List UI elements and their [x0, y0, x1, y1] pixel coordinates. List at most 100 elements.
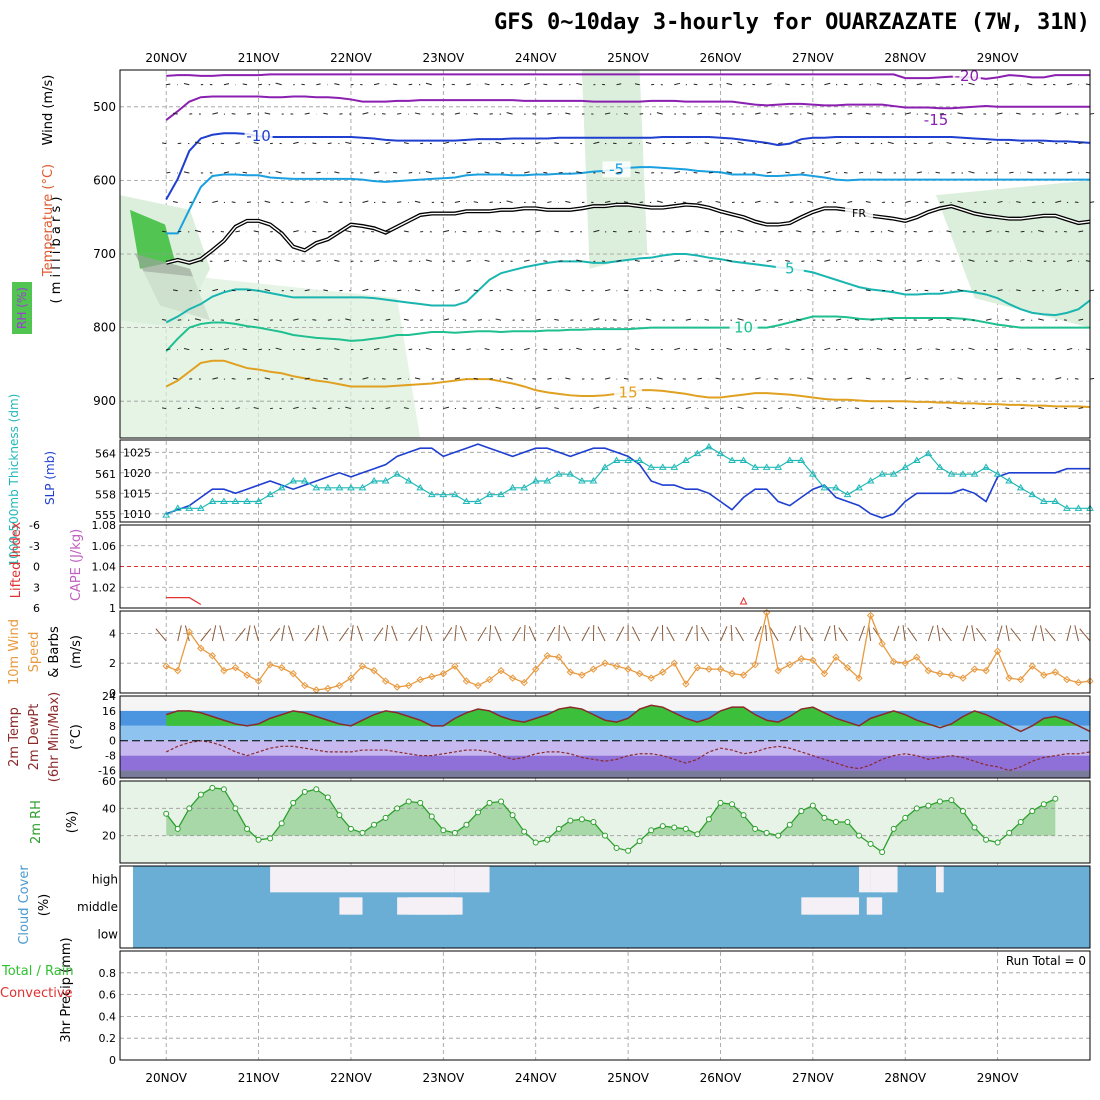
wind-barb — [323, 201, 328, 203]
rh-2m-marker — [359, 829, 366, 836]
wind-barb — [484, 348, 490, 351]
wind-barb — [327, 407, 332, 410]
wind-barb — [1089, 201, 1095, 203]
wind-barb — [785, 83, 790, 86]
thickness-marker — [220, 497, 228, 504]
wind-barb — [616, 259, 622, 262]
wind-barb — [854, 230, 860, 233]
wind-barb — [565, 200, 571, 203]
wind-barb — [172, 201, 178, 203]
temp-tick-label: 16 — [102, 705, 116, 718]
wind-barb — [887, 318, 894, 321]
wind-barb — [789, 289, 794, 292]
contour-label-bg — [952, 67, 981, 84]
wind-barb — [704, 407, 710, 410]
wind-barb — [1005, 319, 1010, 321]
wind-barb — [935, 83, 940, 86]
wind-barb — [997, 289, 1003, 292]
rh-2m-marker — [290, 799, 297, 806]
thickness-marker — [162, 511, 171, 518]
thickness-marker — [277, 483, 286, 491]
wind-barb — [231, 201, 236, 203]
wind-barb — [454, 200, 461, 203]
wind-barb — [593, 141, 600, 145]
date-label-bottom: 26NOV — [700, 1071, 742, 1085]
wind-barb — [785, 348, 790, 351]
rh-2m-marker — [705, 816, 712, 823]
wind-barb-10m — [803, 627, 814, 642]
wind-speed-marker — [889, 657, 898, 666]
rh-2m-marker — [428, 813, 435, 820]
wind-barb — [924, 113, 929, 115]
rh-2m-marker — [936, 798, 943, 805]
wind-speed-marker — [439, 669, 448, 678]
wind-barb — [685, 318, 692, 321]
wind-barb-10m — [1005, 625, 1010, 642]
wind-barb — [1027, 171, 1033, 174]
rh-2m-marker — [786, 821, 793, 828]
wind-barb — [645, 141, 652, 145]
wind-barb — [824, 171, 831, 174]
wind-barb — [547, 377, 552, 380]
wind-barb — [887, 141, 894, 145]
rh-2m-marker — [163, 810, 170, 817]
wind-speed-marker — [959, 674, 967, 682]
wind-barb — [1055, 288, 1062, 292]
thickness-marker — [531, 477, 540, 484]
slp-tick-label: 1025 — [123, 446, 151, 459]
wind-barb — [223, 259, 230, 262]
wind-speed-marker — [993, 647, 1002, 655]
wind-barb — [334, 259, 340, 262]
wind-barb — [316, 83, 321, 86]
rh-2m-marker — [602, 832, 608, 839]
date-label-bottom: 29NOV — [977, 1071, 1019, 1085]
wind-barb — [604, 112, 611, 115]
wind-barb — [939, 377, 944, 380]
wind-barb — [755, 377, 761, 380]
wind-speed-marker — [393, 683, 401, 691]
wind-barb — [726, 347, 733, 351]
wind-barb — [985, 318, 992, 321]
wind-barb — [645, 230, 652, 233]
rh-axis-label: RH (%) — [15, 287, 29, 329]
wind-barb-10m — [666, 626, 675, 642]
wind-barb-10m — [200, 628, 212, 642]
li-marker — [739, 596, 748, 605]
wind-barb — [693, 260, 698, 262]
wind-speed-marker — [220, 666, 228, 675]
wind-barb-10m — [385, 625, 389, 642]
wind-barb — [454, 289, 461, 292]
wind-barb — [1005, 142, 1010, 145]
wind-barb-10m — [442, 627, 453, 642]
high-cloud-block — [270, 866, 455, 893]
wind-barb — [414, 112, 421, 115]
wind-barb — [1074, 289, 1079, 292]
rh-2m-marker — [220, 786, 227, 793]
date-label-top: 29NOV — [977, 51, 1019, 65]
wind-barb-10m — [558, 624, 560, 642]
wind-barb-10m — [408, 627, 418, 642]
wind-barb — [766, 348, 772, 351]
panel-frame — [119, 610, 1091, 694]
wind-barb — [373, 83, 380, 86]
wind-barb — [715, 112, 721, 115]
wind-barb — [414, 289, 421, 292]
wind-barb — [495, 406, 502, 410]
thickness-marker — [612, 456, 621, 463]
thickness-marker — [993, 470, 1002, 477]
isotherm-line — [165, 132, 1091, 201]
wind-barb-10m — [976, 627, 987, 642]
thickness-tick-label: 558 — [95, 489, 116, 502]
thickness-marker — [554, 470, 563, 477]
wind-barb — [628, 319, 633, 321]
wind-barb-10m — [459, 625, 467, 642]
rh-2m-marker — [659, 823, 666, 830]
cape-tick-label: 1 — [109, 602, 116, 615]
wind-barb — [403, 318, 409, 321]
wind-barb — [639, 289, 644, 292]
wind-barb-10m — [936, 625, 941, 642]
wind-speed-marker — [1028, 662, 1036, 670]
li-tick-label: 3 — [33, 581, 40, 594]
thickness-marker — [462, 497, 471, 504]
